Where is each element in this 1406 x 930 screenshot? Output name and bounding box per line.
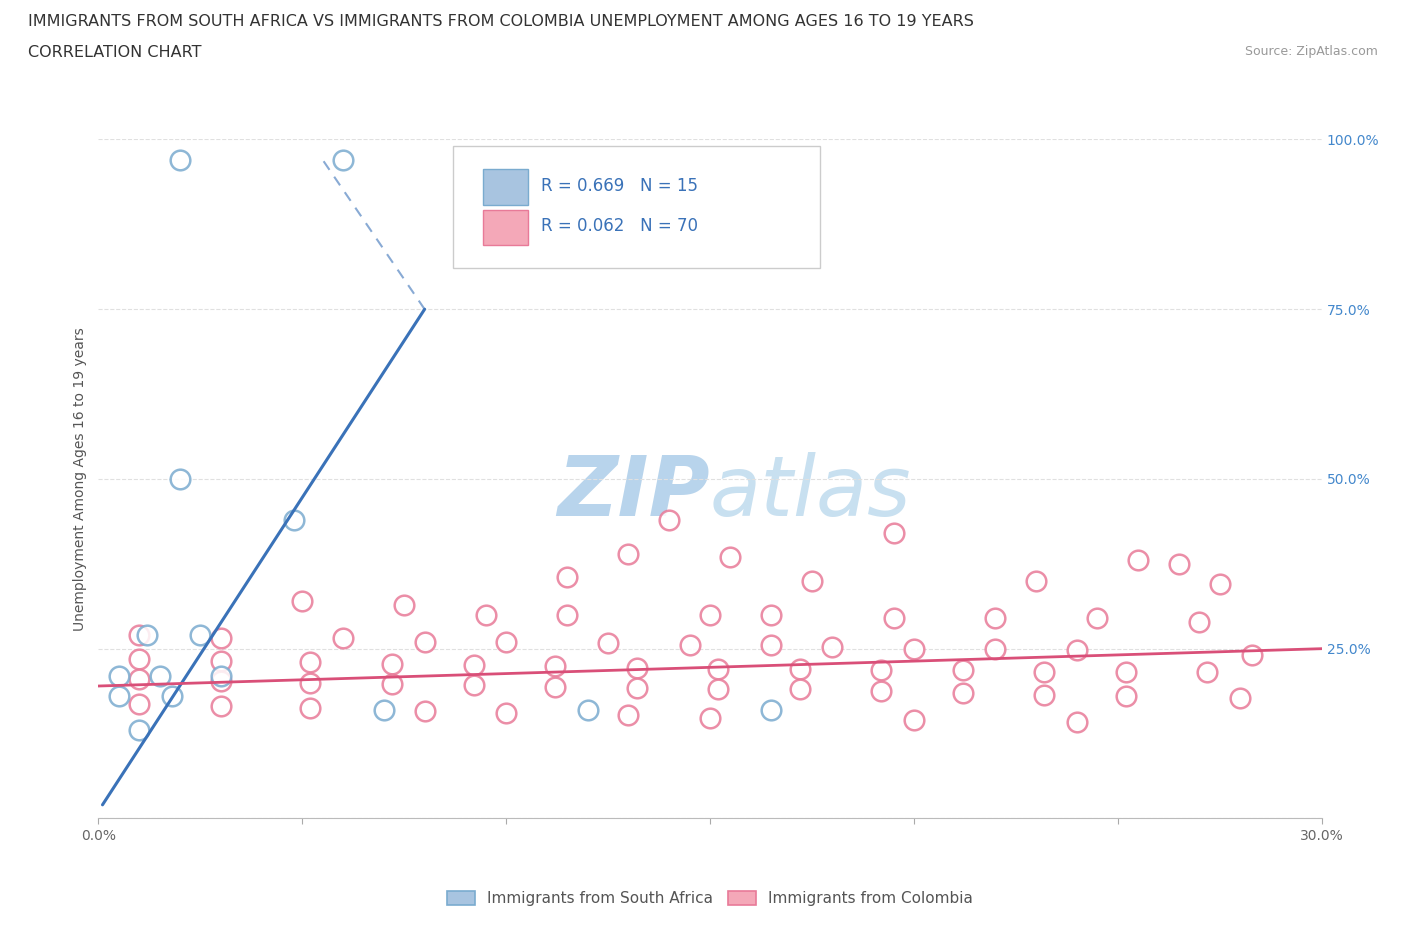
Point [381,657,404,671]
Point [1197,665,1219,680]
FancyBboxPatch shape [482,169,527,205]
Point [209,669,232,684]
Point [136,628,159,643]
Point [576,702,599,717]
Point [952,685,974,700]
Point [332,631,354,646]
Legend: Immigrants from South Africa, Immigrants from Colombia: Immigrants from South Africa, Immigrants… [441,885,979,912]
Point [870,684,893,698]
Point [128,723,150,737]
Point [413,704,436,719]
Point [801,573,824,589]
Text: Source: ZipAtlas.com: Source: ZipAtlas.com [1244,45,1378,58]
Text: atlas: atlas [710,452,911,533]
Point [679,638,702,653]
Point [761,638,783,653]
Point [474,607,498,622]
Point [1209,577,1232,591]
Point [883,611,905,626]
Point [209,654,232,669]
Point [903,642,925,657]
Point [544,658,567,673]
Point [128,651,150,666]
Point [718,550,742,565]
Text: ZIP: ZIP [557,452,710,533]
Point [160,689,183,704]
Point [658,512,681,527]
Point [1085,611,1108,626]
Y-axis label: Unemployment Among Ages 16 to 19 years: Unemployment Among Ages 16 to 19 years [73,327,87,631]
Point [392,597,416,612]
Point [761,607,783,622]
FancyBboxPatch shape [482,210,527,246]
Point [952,663,974,678]
Point [699,711,721,725]
Point [299,701,322,716]
Point [495,706,517,721]
Point [381,676,404,691]
Text: R = 0.062   N = 70: R = 0.062 N = 70 [541,218,699,235]
Point [707,682,730,697]
Point [291,593,314,608]
Point [283,512,305,527]
Point [870,663,893,678]
Point [544,679,567,694]
Point [883,525,905,540]
Point [128,671,150,686]
Point [1025,573,1047,589]
Point [463,658,485,672]
Point [149,669,172,684]
Point [1229,690,1251,705]
Point [984,611,1007,626]
Text: IMMIGRANTS FROM SOUTH AFRICA VS IMMIGRANTS FROM COLOMBIA UNEMPLOYMENT AMONG AGES: IMMIGRANTS FROM SOUTH AFRICA VS IMMIGRAN… [28,14,974,29]
Point [1066,714,1088,729]
Point [1128,553,1150,568]
Point [128,697,150,711]
Point [209,699,232,714]
Point [108,689,131,704]
Point [1033,687,1056,702]
Point [598,636,620,651]
Point [188,628,212,643]
FancyBboxPatch shape [453,146,820,269]
Point [699,607,721,622]
Point [373,702,395,717]
Point [209,631,232,646]
Point [626,660,648,675]
Point [108,669,131,684]
Point [761,702,783,717]
Point [128,628,150,643]
Point [1033,664,1056,679]
Point [209,674,232,689]
Point [617,708,640,723]
Point [332,153,354,167]
Text: CORRELATION CHART: CORRELATION CHART [28,45,201,60]
Point [1188,614,1211,629]
Point [169,472,191,486]
Point [984,642,1007,657]
Point [495,634,517,649]
Point [789,682,811,697]
Point [463,678,485,693]
Point [789,661,811,676]
Point [169,153,191,167]
Point [1066,643,1088,658]
Point [617,546,640,561]
Text: R = 0.669   N = 15: R = 0.669 N = 15 [541,177,699,194]
Point [626,681,648,696]
Point [555,607,579,622]
Point [555,570,579,585]
Point [1241,648,1264,663]
Point [707,661,730,676]
Point [1115,689,1137,704]
Point [1167,556,1189,571]
Point [903,712,925,727]
Point [299,655,322,670]
Point [299,675,322,690]
Point [821,640,844,655]
Point [413,634,436,649]
Point [1115,664,1137,679]
